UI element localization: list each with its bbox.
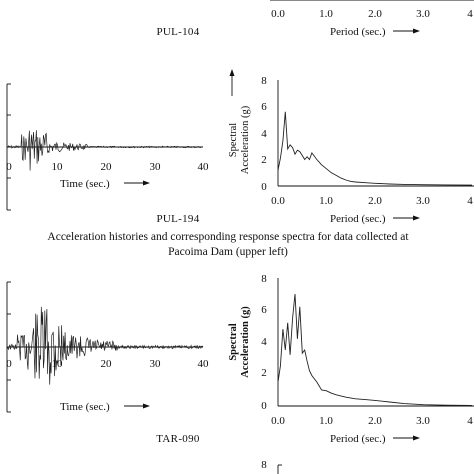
spectral-axis-arrow — [229, 69, 235, 96]
time-history-pul-194: 0 10 20 30 40 Time (sec.) — [6, 83, 210, 211]
period-axis-arrow-2 — [393, 435, 420, 441]
top-period-axis: 0.0 1.0 2.0 3.0 4 Period (sec.) — [270, 0, 474, 38]
period-tick-3: 3.0 — [416, 195, 430, 207]
time-tick-30: 30 — [150, 161, 162, 173]
period-tick-4: 4 — [467, 195, 473, 207]
spectral-tick-6-b: 6 — [261, 304, 267, 316]
period-axis-label: Period (sec.) — [330, 213, 386, 225]
spectral-tick-0: 0 — [261, 181, 267, 193]
spectral-label-line2: Acceleration (g) — [240, 105, 251, 174]
spectral-tick-4: 4 — [261, 128, 267, 140]
spectral-tick-2-b: 2 — [261, 367, 267, 379]
period-axis-arrow — [393, 215, 420, 221]
caption-line-2: Pacoima Dam (upper left) — [168, 246, 288, 258]
period-axis-label-2: Period (sec.) — [330, 433, 386, 445]
spectral-tick-8-b: 8 — [261, 273, 267, 285]
spectral-label-line2-b: Acceleration (g) — [240, 306, 251, 378]
top-period-tick-3: 3.0 — [416, 8, 430, 20]
spectral-axis-label: Spectral Acceleration (g) — [228, 105, 251, 174]
spectral-tick-6: 6 — [261, 101, 267, 113]
caption-line-1: Acceleration histories and corresponding… — [47, 231, 409, 243]
time-tick-0-b: 0 — [6, 358, 12, 370]
top-period-tick-2: 2.0 — [368, 8, 382, 20]
period-tick-0: 0.0 — [271, 195, 285, 207]
period-tick-0-b: 0.0 — [271, 415, 285, 427]
time-tick-30-b: 30 — [150, 358, 162, 370]
spectral-label-line1: Spectral — [228, 123, 239, 157]
record-label-tar-090: TAR-090 — [156, 433, 200, 445]
acceleration-trace-pul-194 — [6, 130, 204, 171]
top-period-tick-4: 4 — [467, 8, 473, 20]
period-tick-2: 2.0 — [368, 195, 382, 207]
record-label-pul-194: PUL-194 — [156, 213, 199, 225]
time-axis-label-2: Time (sec.) — [60, 401, 110, 413]
record-label-pul-104: PUL-104 — [156, 26, 199, 38]
time-axis-arrow — [124, 180, 150, 186]
top-period-tick-0: 0.0 — [271, 8, 285, 20]
spectral-axis-label-2: Spectral Acceleration (g) — [228, 306, 251, 378]
spectrum-line-pul-194 — [277, 111, 473, 186]
time-tick-20: 20 — [101, 161, 113, 173]
time-history-tar-090: 0 10 20 30 40 Time (sec.) — [6, 281, 210, 413]
time-tick-10: 10 — [52, 161, 64, 173]
period-tick-3-b: 3.0 — [416, 415, 430, 427]
time-tick-40-b: 40 — [198, 358, 210, 370]
period-tick-1: 1.0 — [319, 195, 333, 207]
spectral-label-line1-b: Spectral — [228, 323, 239, 360]
time-tick-0: 0 — [6, 161, 12, 173]
period-tick-2-b: 2.0 — [368, 415, 382, 427]
time-tick-20-b: 20 — [101, 358, 113, 370]
spectral-tick-4-b: 4 — [261, 336, 267, 348]
time-tick-40: 40 — [198, 161, 210, 173]
bottom-spectrum-partial: 8 — [261, 459, 282, 474]
time-axis-arrow-2 — [124, 403, 150, 409]
spectral-tick-0-b: 0 — [261, 400, 267, 412]
top-period-arrow — [393, 28, 420, 34]
response-spectrum-tar-090: 8 6 4 2 0 0.0 1.0 2.0 3.0 4 Period (sec.… — [228, 273, 474, 445]
period-tick-4-b: 4 — [467, 415, 473, 427]
top-period-axis-label: Period (sec.) — [330, 26, 386, 38]
time-axis-label: Time (sec.) — [60, 178, 110, 190]
spectrum-line-tar-090 — [277, 293, 473, 406]
spectral-tick-8: 8 — [261, 75, 267, 87]
bottom-spectral-tick-8: 8 — [261, 459, 267, 471]
period-tick-1-b: 1.0 — [319, 415, 333, 427]
acceleration-trace-tar-090 — [6, 306, 204, 385]
top-period-tick-1: 1.0 — [319, 8, 333, 20]
spectral-tick-2: 2 — [261, 154, 267, 166]
response-spectrum-pul-194: 8 6 4 2 0 0.0 1.0 2.0 3.0 4 Period (sec.… — [228, 69, 474, 225]
time-tick-10-b: 10 — [52, 358, 64, 370]
